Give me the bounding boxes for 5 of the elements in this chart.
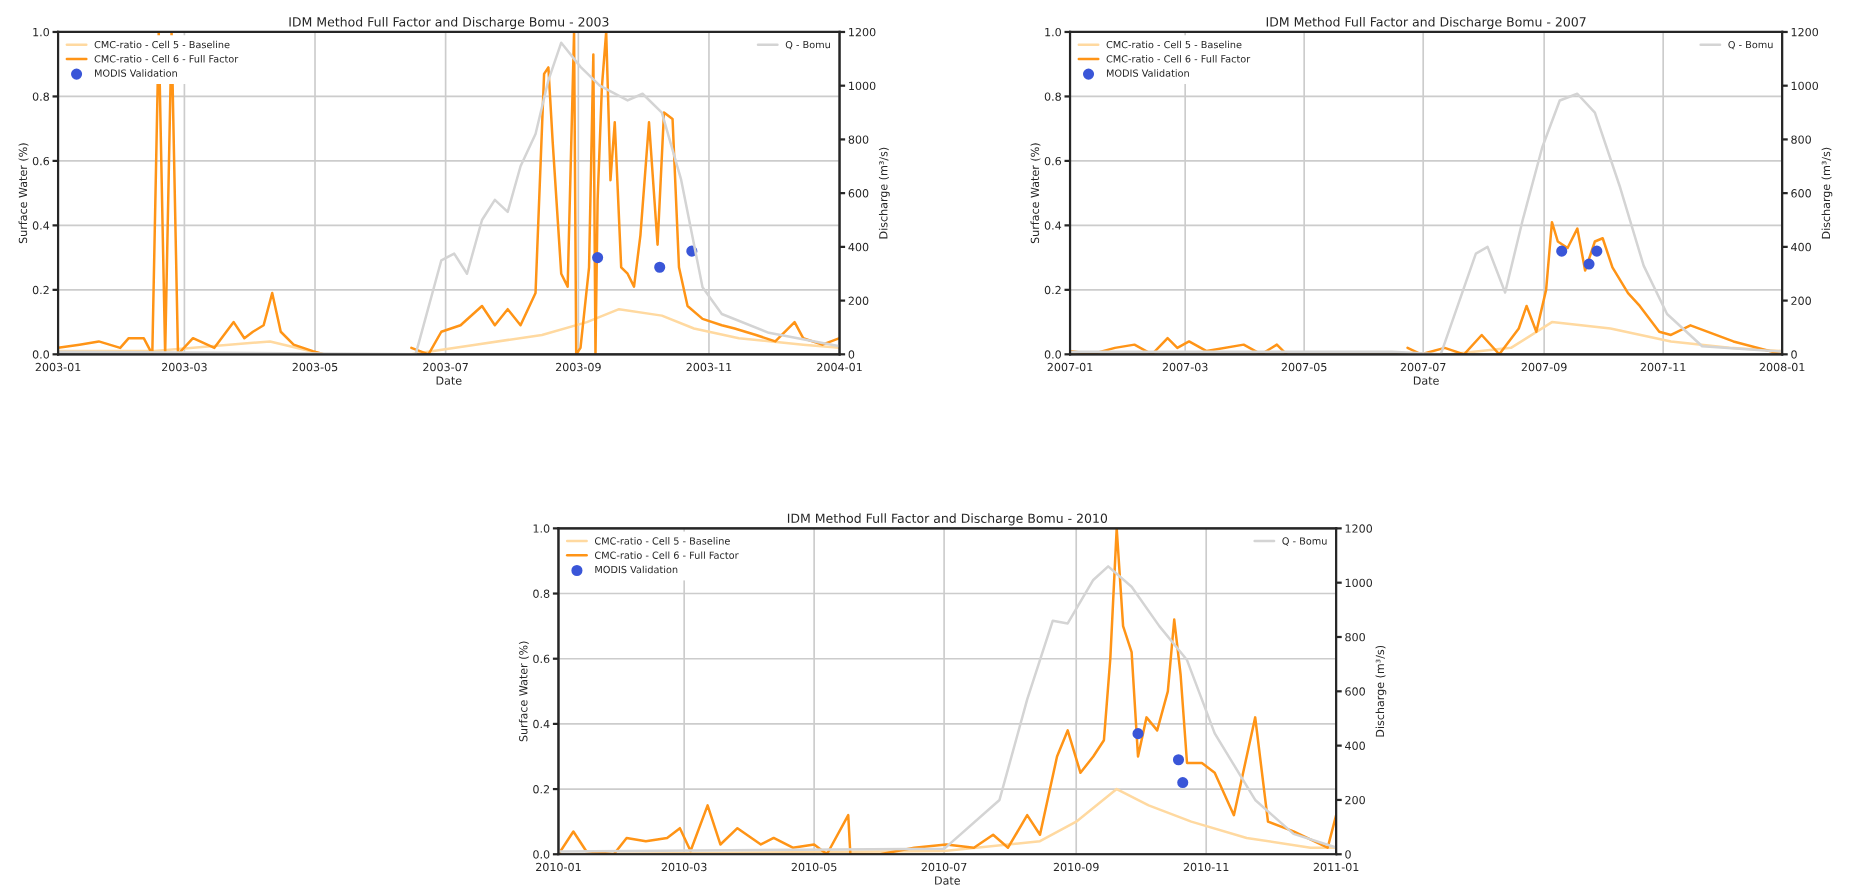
point: [592, 252, 604, 264]
point: [1172, 754, 1185, 766]
point: [654, 261, 666, 273]
point: [1132, 728, 1144, 740]
point: [1177, 777, 1189, 789]
